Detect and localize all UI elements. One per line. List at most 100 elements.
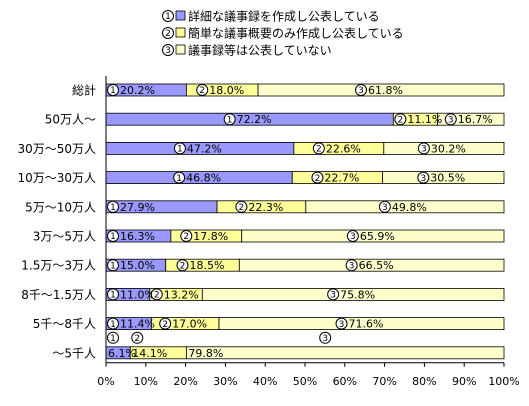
marker-number: 1 — [110, 203, 116, 213]
data-marker: 1 — [173, 142, 186, 155]
marker-number: 2 — [134, 334, 140, 344]
marker-circle — [345, 259, 358, 272]
x-tick-label: 40% — [253, 375, 277, 388]
data-marker: 2 — [394, 113, 407, 126]
category-label: 8千〜1.5万人 — [21, 288, 96, 302]
x-tick-label: 90% — [452, 375, 476, 388]
data-marker: 1 — [107, 230, 119, 242]
bar-segment — [383, 141, 505, 155]
data-marker: 3 — [417, 171, 430, 184]
data-marker: 3 — [417, 142, 430, 155]
data-marker: 2 — [312, 142, 325, 155]
marker-number: 2 — [154, 291, 160, 301]
data-label: 22.6% — [326, 142, 361, 155]
data-marker: 2 — [131, 331, 144, 344]
marker-number: 3 — [382, 203, 388, 213]
marker-number: 2 — [316, 145, 322, 155]
legend-swatch-1 — [175, 10, 186, 21]
marker-circle — [335, 317, 348, 330]
marker-number: 3 — [322, 334, 328, 344]
data-label: 72.2% — [237, 113, 272, 126]
marker-number: 3 — [350, 232, 356, 242]
data-label: 18.5% — [190, 259, 225, 272]
category-label: 3万〜5万人 — [33, 230, 96, 244]
marker-circle — [355, 84, 368, 96]
marker-number: 1 — [110, 291, 116, 301]
marker-circle — [176, 259, 189, 272]
data-label: 27.9% — [120, 201, 155, 214]
bar-segment — [241, 229, 505, 243]
data-label: 75.8% — [340, 288, 375, 301]
data-marker: 1 — [107, 331, 119, 344]
data-marker: 2 — [311, 171, 324, 184]
marker-circle — [173, 171, 186, 184]
marker-number: 3 — [421, 145, 427, 155]
legend-marker-3: 3 — [162, 44, 174, 56]
marker-number: 3 — [339, 320, 345, 330]
marker-number: 2 — [183, 232, 189, 242]
marker-number: 3 — [349, 261, 355, 271]
marker-number: 2 — [239, 203, 245, 213]
data-label: 14.1% — [132, 347, 167, 360]
data-label: 46.8% — [186, 172, 221, 185]
data-marker: 3 — [346, 230, 359, 242]
category-label: 〜5千人 — [52, 346, 96, 360]
marker-circle — [107, 288, 119, 301]
marker-circle — [107, 230, 119, 242]
marker-circle — [394, 113, 407, 126]
bar-segment — [185, 346, 505, 360]
marker-circle — [159, 317, 172, 330]
marker-circle — [235, 200, 248, 213]
marker-circle — [162, 44, 174, 56]
data-label: 65.9% — [360, 230, 395, 243]
x-tick-label: 100% — [488, 375, 519, 388]
marker-number: 1 — [110, 320, 116, 330]
data-marker: 3 — [444, 113, 457, 125]
data-marker: 2 — [196, 84, 209, 96]
marker-circle — [327, 288, 340, 301]
marker-number: 1 — [227, 115, 233, 125]
data-marker: 1 — [107, 84, 119, 96]
marker-number: 2 — [199, 86, 205, 96]
data-label: 20.2% — [120, 84, 155, 97]
marker-number: 2 — [162, 320, 168, 330]
category-label: 30万〜50万人 — [17, 142, 96, 156]
data-label: 11.1% — [407, 113, 442, 126]
marker-number: 3 — [448, 115, 454, 125]
marker-circle — [319, 331, 332, 344]
legend-swatch-3 — [175, 44, 186, 55]
marker-number: 2 — [180, 261, 186, 271]
plot-area: 総計 1 20.2% 2 18.0% 3 61.8%50万人〜 1 72.2% 2 11.1% 3 16… — [17, 83, 505, 360]
marker-circle — [417, 142, 430, 155]
data-label: 22.3% — [248, 201, 283, 214]
marker-circle — [223, 113, 236, 126]
bar-segment — [382, 171, 505, 185]
bar-segment — [305, 200, 505, 214]
marker-number: 1 — [110, 261, 116, 271]
marker-number: 3 — [330, 291, 336, 301]
data-marker: 3 — [355, 84, 368, 96]
data-label: 16.3% — [120, 230, 155, 243]
data-label: 16.7% — [458, 113, 493, 126]
bar-segment — [257, 83, 505, 97]
data-label: 22.7% — [324, 172, 359, 185]
marker-number: 1 — [176, 174, 182, 184]
legend-label-3: 議事録等は公表していない — [188, 43, 332, 58]
data-marker: 2 — [180, 230, 193, 242]
data-marker: 2 — [235, 200, 248, 213]
marker-circle — [107, 317, 119, 330]
category-label: 総計 — [72, 83, 96, 98]
category-label: 5千〜8千人 — [33, 317, 96, 331]
data-marker: 2 — [159, 317, 172, 330]
data-label: 47.2% — [187, 142, 222, 155]
data-label: 17.8% — [193, 230, 228, 243]
marker-circle — [107, 84, 119, 96]
data-marker: 2 — [176, 259, 189, 272]
data-marker: 3 — [345, 259, 358, 272]
data-label: 66.5% — [359, 259, 394, 272]
data-label: 13.2% — [164, 288, 199, 301]
data-marker: 3 — [335, 317, 348, 330]
data-label: 71.6% — [349, 318, 384, 331]
category-label: 10万〜30万人 — [17, 171, 96, 185]
